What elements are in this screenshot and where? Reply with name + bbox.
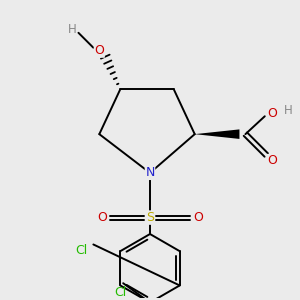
Text: Cl: Cl xyxy=(114,286,126,299)
Text: H: H xyxy=(68,23,77,36)
Text: O: O xyxy=(267,154,277,167)
Text: O: O xyxy=(98,211,107,224)
Text: O: O xyxy=(267,107,277,120)
Text: O: O xyxy=(193,211,202,224)
Polygon shape xyxy=(195,129,239,139)
Text: H: H xyxy=(284,104,293,117)
Text: Cl: Cl xyxy=(75,244,88,257)
Text: S: S xyxy=(146,211,154,224)
Text: N: N xyxy=(145,167,155,179)
Text: O: O xyxy=(94,44,104,57)
